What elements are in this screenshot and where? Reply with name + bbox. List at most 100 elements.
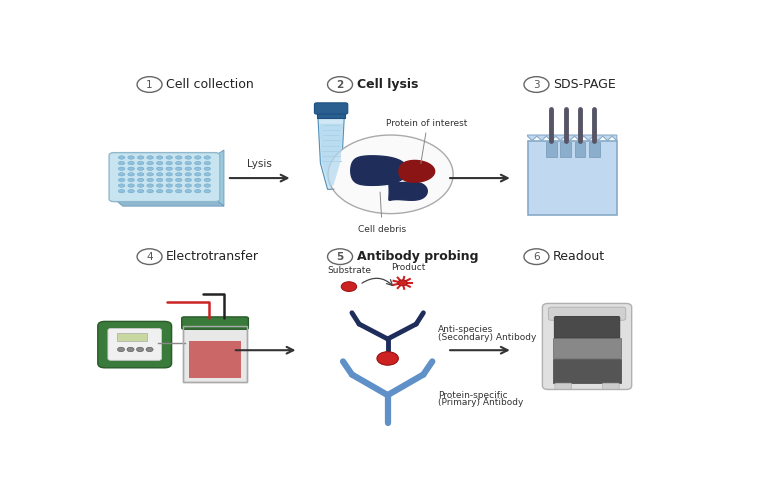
Ellipse shape xyxy=(127,167,134,171)
Ellipse shape xyxy=(194,184,201,187)
Text: Cell debris: Cell debris xyxy=(358,225,406,234)
Circle shape xyxy=(127,347,134,352)
FancyBboxPatch shape xyxy=(528,140,617,215)
Text: Electrotransfer: Electrotransfer xyxy=(166,250,260,263)
Text: Substrate: Substrate xyxy=(327,266,371,275)
Ellipse shape xyxy=(118,161,125,165)
Ellipse shape xyxy=(157,173,163,176)
Circle shape xyxy=(341,282,356,292)
Ellipse shape xyxy=(204,184,210,187)
Circle shape xyxy=(118,347,124,352)
Ellipse shape xyxy=(175,184,182,187)
FancyBboxPatch shape xyxy=(574,142,585,157)
Ellipse shape xyxy=(157,161,163,165)
Text: 3: 3 xyxy=(533,80,540,89)
Ellipse shape xyxy=(166,190,173,193)
FancyBboxPatch shape xyxy=(190,341,240,378)
Ellipse shape xyxy=(157,178,163,182)
Ellipse shape xyxy=(127,190,134,193)
Ellipse shape xyxy=(157,156,163,159)
FancyBboxPatch shape xyxy=(589,142,600,157)
Ellipse shape xyxy=(137,161,144,165)
FancyBboxPatch shape xyxy=(555,383,571,389)
Ellipse shape xyxy=(204,156,210,159)
Ellipse shape xyxy=(137,167,144,171)
Ellipse shape xyxy=(127,184,134,187)
Text: 1: 1 xyxy=(146,80,153,89)
Text: 4: 4 xyxy=(146,252,153,261)
Ellipse shape xyxy=(185,178,191,182)
Text: Lysis: Lysis xyxy=(247,159,272,169)
Text: Protein of interest: Protein of interest xyxy=(386,119,467,127)
FancyBboxPatch shape xyxy=(314,103,348,114)
Ellipse shape xyxy=(147,190,154,193)
Ellipse shape xyxy=(127,156,134,159)
Text: 2: 2 xyxy=(336,80,343,89)
Circle shape xyxy=(137,347,144,352)
Ellipse shape xyxy=(147,178,154,182)
Ellipse shape xyxy=(157,190,163,193)
Ellipse shape xyxy=(175,161,182,165)
Ellipse shape xyxy=(204,167,210,171)
Polygon shape xyxy=(318,118,344,189)
FancyBboxPatch shape xyxy=(548,307,626,320)
Ellipse shape xyxy=(118,184,125,187)
Ellipse shape xyxy=(127,161,134,165)
FancyBboxPatch shape xyxy=(182,317,248,329)
Ellipse shape xyxy=(185,173,191,176)
Ellipse shape xyxy=(118,167,125,171)
Ellipse shape xyxy=(194,178,201,182)
Polygon shape xyxy=(528,135,617,140)
Ellipse shape xyxy=(157,167,163,171)
Ellipse shape xyxy=(175,190,182,193)
Ellipse shape xyxy=(175,156,182,159)
Ellipse shape xyxy=(185,167,191,171)
FancyBboxPatch shape xyxy=(554,316,620,338)
Ellipse shape xyxy=(185,156,191,159)
Circle shape xyxy=(398,280,407,286)
Text: Protein-specific: Protein-specific xyxy=(439,391,508,399)
Ellipse shape xyxy=(147,173,154,176)
Ellipse shape xyxy=(194,190,201,193)
FancyBboxPatch shape xyxy=(183,326,247,382)
FancyBboxPatch shape xyxy=(553,338,621,359)
Ellipse shape xyxy=(185,190,191,193)
Ellipse shape xyxy=(166,178,173,182)
Ellipse shape xyxy=(137,173,144,176)
Ellipse shape xyxy=(194,156,201,159)
Ellipse shape xyxy=(137,156,144,159)
Ellipse shape xyxy=(118,178,125,182)
Text: (Secondary) Antibody: (Secondary) Antibody xyxy=(439,332,537,342)
FancyBboxPatch shape xyxy=(109,153,220,202)
Ellipse shape xyxy=(185,161,191,165)
Ellipse shape xyxy=(194,167,201,171)
Ellipse shape xyxy=(204,178,210,182)
FancyBboxPatch shape xyxy=(603,383,619,389)
Ellipse shape xyxy=(157,184,163,187)
Ellipse shape xyxy=(166,167,173,171)
Ellipse shape xyxy=(147,184,154,187)
Ellipse shape xyxy=(118,190,125,193)
Text: (Primary) Antibody: (Primary) Antibody xyxy=(439,398,524,407)
Ellipse shape xyxy=(147,156,154,159)
Ellipse shape xyxy=(137,178,144,182)
Ellipse shape xyxy=(204,190,210,193)
Ellipse shape xyxy=(175,178,182,182)
FancyBboxPatch shape xyxy=(542,303,631,389)
FancyBboxPatch shape xyxy=(546,142,557,157)
Ellipse shape xyxy=(185,184,191,187)
Polygon shape xyxy=(317,107,346,118)
FancyBboxPatch shape xyxy=(108,329,161,360)
Text: Cell lysis: Cell lysis xyxy=(356,78,418,91)
Circle shape xyxy=(377,352,399,365)
Text: Anti-species: Anti-species xyxy=(439,325,494,334)
Ellipse shape xyxy=(166,156,173,159)
Ellipse shape xyxy=(166,173,173,176)
Ellipse shape xyxy=(127,178,134,182)
Circle shape xyxy=(328,135,453,214)
Polygon shape xyxy=(399,160,435,182)
Ellipse shape xyxy=(204,161,210,165)
FancyBboxPatch shape xyxy=(117,332,147,341)
Text: Product: Product xyxy=(391,263,425,272)
Ellipse shape xyxy=(147,167,154,171)
